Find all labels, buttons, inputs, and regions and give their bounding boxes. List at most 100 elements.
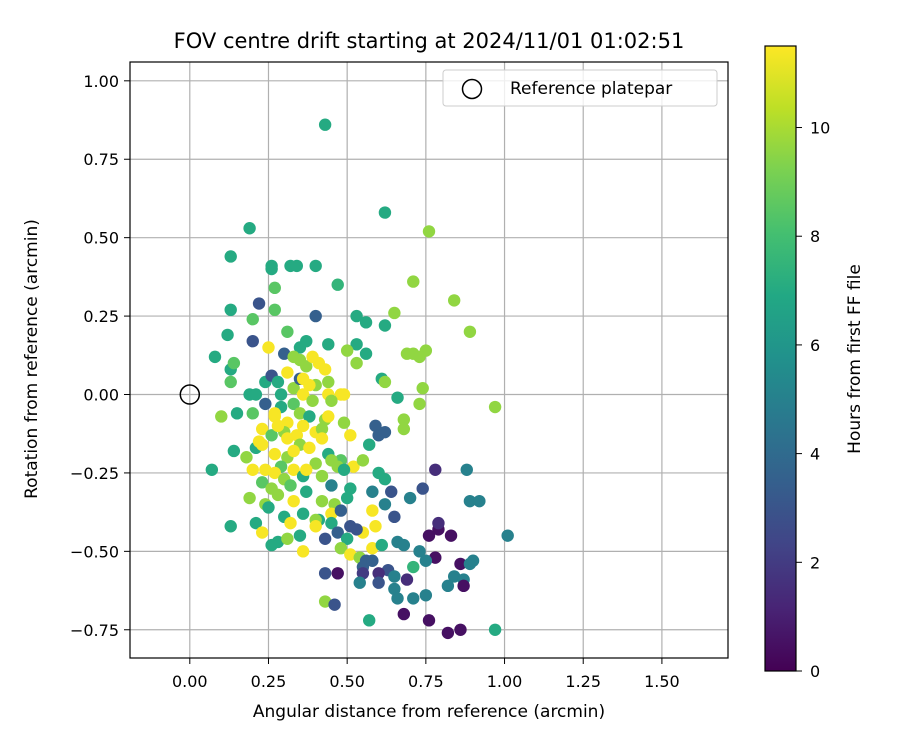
data-point [309, 259, 322, 273]
data-point [344, 482, 357, 495]
data-point [378, 206, 392, 219]
x-tick-label: 0.50 [329, 672, 365, 691]
data-point [255, 476, 269, 489]
data-point [281, 532, 294, 545]
data-point [344, 548, 357, 561]
x-axis-label: Angular distance from reference (arcmin) [253, 702, 605, 722]
data-point [318, 595, 332, 608]
data-point [227, 444, 241, 458]
data-point [356, 567, 370, 580]
data-point [265, 429, 278, 442]
data-point [416, 382, 429, 395]
data-point [444, 529, 458, 542]
data-point [413, 545, 426, 558]
data-point [309, 309, 322, 323]
data-point [429, 551, 442, 564]
data-point [296, 419, 310, 433]
data-point [385, 485, 398, 498]
data-point [255, 526, 269, 539]
data-point [287, 444, 300, 458]
data-point [271, 488, 285, 502]
data-point [243, 491, 256, 505]
data-point [350, 356, 363, 370]
data-point [205, 463, 219, 476]
data-point [413, 350, 426, 364]
data-point [441, 579, 455, 593]
y-tick-label: −0.25 [70, 464, 119, 483]
colorbar-tick-label: 8 [810, 227, 820, 246]
data-point [252, 435, 266, 448]
y-tick-label: −0.50 [70, 542, 119, 561]
data-point [309, 457, 322, 470]
data-point [281, 325, 294, 338]
data-point [463, 494, 477, 508]
data-point [325, 479, 338, 492]
data-point [240, 451, 253, 464]
data-point [375, 538, 388, 552]
data-point [331, 278, 344, 291]
data-point [243, 222, 256, 235]
data-point [281, 416, 294, 429]
data-point [284, 479, 297, 492]
data-point [274, 388, 288, 401]
data-point [296, 507, 310, 520]
data-point [334, 542, 348, 555]
data-point [246, 407, 259, 420]
data-point [388, 306, 401, 320]
data-point [334, 504, 348, 517]
data-point [413, 397, 426, 411]
colorbar-tick-label: 2 [810, 553, 820, 572]
data-point [284, 516, 297, 530]
data-point [356, 454, 370, 467]
data-point [300, 485, 313, 498]
data-point [344, 429, 357, 442]
data-point [350, 338, 363, 351]
data-point [488, 623, 502, 636]
data-point [331, 567, 344, 580]
data-point [407, 560, 420, 574]
data-point [350, 309, 363, 323]
data-point [416, 482, 429, 495]
x-tick-label: 1.50 [644, 672, 680, 691]
data-point [407, 275, 420, 288]
data-point [315, 469, 329, 483]
data-point [315, 494, 329, 508]
x-tick-label: 1.00 [487, 672, 523, 691]
data-point [246, 334, 259, 348]
data-point [363, 614, 376, 627]
data-point [306, 394, 319, 407]
data-point [300, 334, 313, 348]
y-tick-label: 0.00 [83, 386, 119, 405]
data-point [359, 316, 373, 329]
data-point [208, 350, 222, 364]
data-point [322, 375, 335, 389]
data-point [287, 397, 300, 411]
data-point [224, 520, 237, 533]
data-point [278, 347, 291, 360]
data-point [447, 570, 461, 583]
data-point [252, 297, 266, 310]
data-point [366, 554, 379, 567]
data-point [422, 529, 436, 542]
data-point [271, 375, 285, 389]
data-point [407, 592, 420, 605]
data-point [281, 432, 294, 445]
data-point [460, 463, 473, 476]
data-point [378, 473, 392, 486]
data-point [422, 614, 436, 627]
data-point [255, 422, 269, 436]
data-point [300, 360, 313, 373]
data-point [422, 225, 436, 238]
data-point [227, 356, 241, 370]
data-point [309, 520, 322, 533]
data-point [325, 507, 338, 520]
data-point [221, 328, 234, 342]
data-point [337, 388, 351, 401]
data-point [397, 422, 411, 436]
colorbar-tick-label: 0 [810, 662, 820, 681]
data-point [350, 523, 363, 536]
data-point [322, 410, 335, 423]
data-point [262, 501, 275, 514]
data-point [259, 463, 272, 476]
data-point [268, 447, 281, 461]
